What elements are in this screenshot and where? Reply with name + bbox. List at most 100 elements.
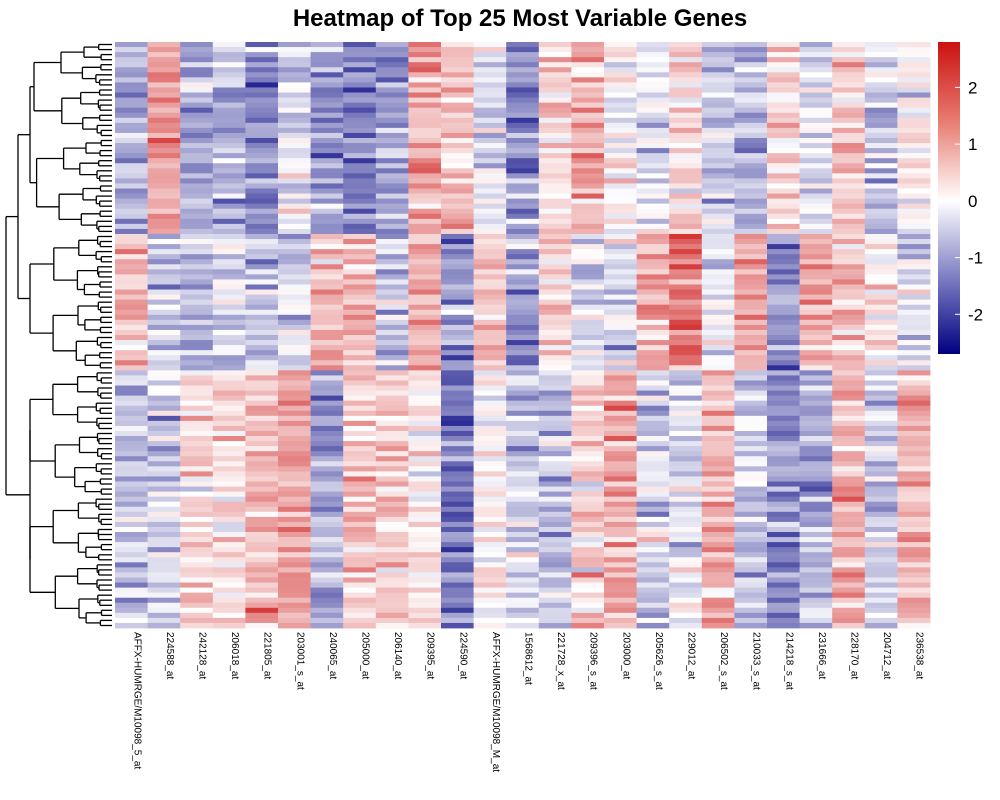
heatmap-cell: [799, 350, 833, 356]
heatmap-cell: [538, 279, 572, 285]
heatmap-cell: [343, 269, 377, 275]
heatmap-cell: [147, 491, 181, 498]
heatmap-cell: [115, 572, 148, 578]
heatmap-cell: [245, 612, 279, 619]
heatmap-cell: [212, 92, 246, 98]
heatmap-cell: [245, 617, 279, 624]
heatmap-cell: [734, 597, 768, 604]
heatmap-cell: [701, 163, 735, 169]
heatmap-cell: [441, 617, 474, 624]
heatmap-cell: [278, 430, 311, 437]
heatmap-cell: [375, 446, 409, 452]
heatmap-cell: [832, 47, 866, 53]
heatmap-cell: [408, 284, 442, 290]
heatmap-cell: [310, 198, 344, 205]
heatmap-cell: [636, 567, 670, 573]
heatmap-cell: [408, 557, 442, 563]
heatmap-cell: [701, 511, 735, 518]
heatmap-cell: [310, 542, 344, 548]
heatmap-cell: [897, 87, 931, 93]
heatmap-cell: [245, 597, 279, 604]
heatmap-cell: [115, 127, 148, 134]
heatmap-cell: [278, 410, 311, 417]
heatmap-cell: [734, 153, 768, 159]
heatmap-cell: [375, 617, 409, 624]
heatmap-cell: [506, 335, 540, 341]
heatmap-cell: [408, 132, 442, 139]
heatmap-cell: [147, 370, 181, 376]
heatmap-cell: [343, 304, 377, 311]
heatmap-cell: [375, 304, 409, 311]
heatmap-cell: [767, 420, 800, 427]
heatmap-cell: [278, 521, 311, 528]
heatmap-cell: [734, 208, 768, 215]
heatmap-cell: [864, 117, 898, 124]
heatmap-cell: [767, 289, 800, 295]
heatmap-cell: [734, 193, 768, 199]
heatmap-cell: [799, 102, 833, 109]
heatmap-cell: [147, 284, 181, 290]
heatmap-cell: [734, 254, 768, 260]
heatmap-cell: [147, 365, 181, 371]
heatmap-cell: [375, 117, 409, 124]
heatmap-cell: [180, 405, 214, 412]
heatmap-cell: [767, 441, 800, 447]
heatmap-cell: [278, 395, 311, 402]
heatmap-cell: [408, 577, 442, 583]
column-label: 1568612_at: [523, 632, 534, 685]
heatmap-cell: [701, 335, 735, 341]
heatmap-cell: [441, 47, 474, 53]
heatmap-cell: [538, 117, 572, 124]
heatmap-cell: [115, 395, 148, 402]
heatmap-cell: [180, 183, 214, 189]
heatmap-cell: [734, 380, 768, 386]
heatmap-cell: [571, 314, 605, 321]
heatmap-cell: [538, 451, 572, 457]
heatmap-cell: [604, 602, 637, 609]
heatmap-cell: [343, 481, 377, 487]
heatmap-cell: [115, 77, 148, 83]
heatmap-cell: [864, 597, 898, 604]
heatmap-cell: [245, 542, 279, 548]
heatmap-cell: [734, 198, 768, 205]
heatmap-cell: [669, 87, 703, 93]
heatmap-cell: [343, 117, 377, 124]
heatmap-cell: [310, 496, 344, 503]
heatmap-cell: [799, 375, 833, 381]
heatmap-cell: [180, 521, 214, 528]
heatmap-cell: [245, 532, 279, 538]
heatmap-cell: [636, 112, 670, 119]
heatmap-cell: [701, 92, 735, 98]
heatmap-cell: [180, 264, 214, 270]
heatmap-cell: [115, 203, 148, 210]
heatmap-cell: [636, 294, 670, 301]
heatmap-cell: [115, 52, 148, 58]
heatmap-cell: [571, 329, 605, 336]
heatmap-cell: [506, 622, 540, 629]
heatmap-cell: [147, 143, 181, 149]
heatmap-cell: [897, 597, 931, 604]
heatmap-cell: [278, 137, 311, 144]
heatmap-cell: [245, 385, 279, 391]
heatmap-cell: [604, 52, 637, 58]
heatmap-cell: [701, 375, 735, 381]
heatmap-cell: [180, 607, 214, 614]
heatmap-cell: [506, 415, 540, 422]
heatmap-cell: [571, 425, 605, 432]
heatmap-cell: [669, 526, 703, 533]
heatmap-cell: [701, 127, 735, 134]
heatmap-cell: [864, 592, 898, 599]
heatmap-cell: [408, 183, 442, 189]
heatmap-cell: [506, 269, 540, 275]
heatmap-cell: [212, 208, 246, 215]
heatmap-cell: [310, 451, 344, 457]
heatmap-cell: [408, 562, 442, 568]
heatmap-cell: [799, 153, 833, 159]
heatmap-cell: [506, 395, 540, 402]
heatmap-cell: [571, 148, 605, 154]
heatmap-cell: [864, 168, 898, 174]
heatmap-cell: [506, 294, 540, 301]
heatmap-cell: [212, 57, 246, 63]
heatmap-cell: [115, 622, 148, 629]
heatmap-cell: [278, 117, 311, 124]
